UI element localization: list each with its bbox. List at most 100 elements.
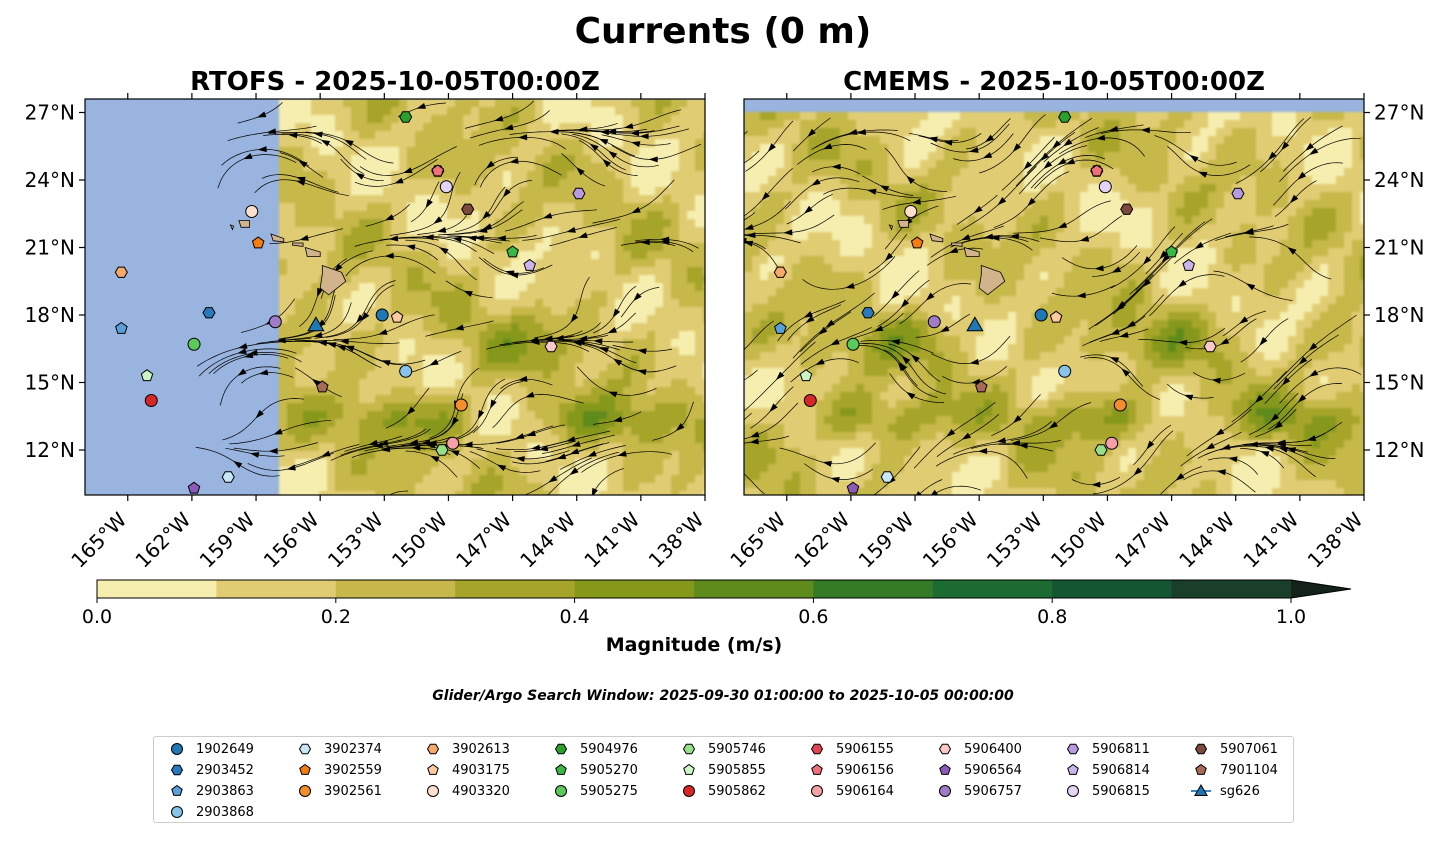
cmems-speed-cell: [984, 144, 993, 153]
rtofs-speed-cell: [687, 307, 696, 316]
rtofs-speed-cell: [295, 259, 304, 268]
cmems-speed-cell: [1072, 208, 1081, 217]
cmems-speed-cell: [1320, 128, 1329, 137]
cmems-speed-cell: [904, 224, 913, 233]
rtofs-speed-cell: [351, 243, 360, 252]
cmems-speed-cell: [1328, 256, 1337, 265]
rtofs-speed-cell: [663, 219, 672, 228]
rtofs-speed-cell: [303, 219, 312, 228]
cmems-speed-cell: [896, 280, 905, 289]
cmems-speed-cell: [1064, 248, 1073, 257]
rtofs-speed-cell: [415, 147, 424, 156]
rtofs-speed-cell: [631, 299, 640, 308]
cmems-speed-cell: [1120, 232, 1129, 241]
rtofs-speed-cell: [303, 123, 312, 132]
cmems-speed-cell: [1336, 296, 1345, 305]
cmems-speed-cell: [1248, 216, 1257, 225]
cmems-speed-cell: [1168, 296, 1177, 305]
cmems-speed-cell: [1304, 192, 1313, 201]
rtofs-streamline-arrow: [549, 128, 559, 135]
rtofs-speed-cell: [695, 235, 704, 244]
rtofs-speed-cell: [415, 387, 424, 396]
cmems-speed-cell: [784, 296, 793, 305]
rtofs-speed-cell: [487, 211, 496, 220]
rtofs-speed-cell: [359, 267, 368, 276]
cmems-speed-cell: [792, 232, 801, 241]
cmems-speed-cell: [1296, 152, 1305, 161]
rtofs-speed-cell: [575, 363, 584, 372]
cmems-speed-cell: [1120, 272, 1129, 281]
rtofs-speed-cell: [527, 339, 536, 348]
rtofs-speed-cell: [399, 355, 408, 364]
rtofs-speed-cell: [559, 371, 568, 380]
cmems-speed-cell: [1256, 256, 1265, 265]
cmems-speed-cell: [808, 152, 817, 161]
rtofs-speed-cell: [519, 107, 528, 116]
cmems-speed-cell: [1024, 264, 1033, 273]
cmems-speed-cell: [1280, 192, 1289, 201]
rtofs-speed-cell: [327, 203, 336, 212]
rtofs-speed-cell: [455, 187, 464, 196]
cmems-speed-cell: [872, 200, 881, 209]
rtofs-speed-cell: [335, 243, 344, 252]
rtofs-speed-cell: [535, 331, 544, 340]
cmems-speed-cell: [840, 248, 849, 257]
cmems-speed-cell: [784, 200, 793, 209]
cmems-speed-cell: [1040, 248, 1049, 257]
rtofs-speed-cell: [591, 299, 600, 308]
cmems-speed-cell: [968, 168, 977, 177]
cmems-speed-cell: [864, 184, 873, 193]
cmems-speed-cell: [1008, 224, 1017, 233]
cmems-speed-cell: [1352, 288, 1361, 297]
rtofs-speed-cell: [623, 323, 632, 332]
rtofs-speed-cell: [407, 203, 416, 212]
rtofs-speed-cell: [543, 147, 552, 156]
rtofs-speed-cell: [631, 123, 640, 132]
cmems-speed-cell: [1000, 152, 1009, 161]
cmems-speed-cell: [1000, 168, 1009, 177]
cmems-speed-cell: [1304, 264, 1313, 273]
cmems-speed-cell: [1160, 112, 1169, 121]
rtofs-speed-cell: [495, 467, 504, 476]
rtofs-speed-cell: [455, 211, 464, 220]
cmems-speed-cell: [1360, 136, 1364, 145]
cmems-speed-cell: [1040, 200, 1049, 209]
cmems-speed-cell: [984, 256, 993, 265]
cmems-speed-cell: [776, 248, 785, 257]
cmems-speed-cell: [1072, 232, 1081, 241]
rtofs-speed-cell: [551, 123, 560, 132]
rtofs-streamline-arrow: [617, 450, 627, 457]
cmems-speed-cell: [936, 152, 945, 161]
rtofs-speed-cell: [567, 483, 576, 492]
rtofs-speed-cell: [319, 459, 328, 468]
cmems-speed-cell: [864, 224, 873, 233]
rtofs-speed-cell: [695, 203, 704, 212]
cmems-speed-cell: [888, 192, 897, 201]
cmems-speed-cell: [1216, 216, 1225, 225]
cmems-speed-cell: [992, 288, 1001, 297]
rtofs-speed-cell: [575, 211, 584, 220]
rtofs-speed-cell: [455, 387, 464, 396]
rtofs-speed-cell: [367, 203, 376, 212]
cmems-speed-cell: [1352, 280, 1361, 289]
rtofs-speed-cell: [599, 427, 608, 436]
rtofs-speed-cell: [527, 251, 536, 260]
rtofs-speed-cell: [527, 227, 536, 236]
rtofs-speed-cell: [319, 331, 328, 340]
rtofs-speed-cell: [703, 331, 705, 340]
rtofs-speed-cell: [367, 251, 376, 260]
rtofs-speed-cell: [415, 339, 424, 348]
cmems-speed-cell: [960, 136, 969, 145]
rtofs-speed-cell: [527, 483, 536, 492]
rtofs-speed-cell: [399, 323, 408, 332]
rtofs-speed-cell: [591, 315, 600, 324]
rtofs-speed-cell: [503, 475, 512, 484]
rtofs-speed-cell: [503, 403, 512, 412]
cmems-speed-cell: [792, 248, 801, 257]
cmems-speed-cell: [1248, 280, 1257, 289]
rtofs-speed-cell: [655, 371, 664, 380]
rtofs-speed-cell: [687, 227, 696, 236]
cmems-speed-cell: [960, 168, 969, 177]
rtofs-speed-cell: [631, 491, 640, 495]
rtofs-speed-cell: [543, 387, 552, 396]
